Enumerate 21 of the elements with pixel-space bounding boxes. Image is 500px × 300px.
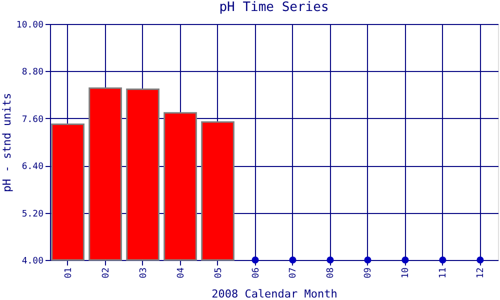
x-tick-label: 10 — [401, 268, 412, 278]
x-tick-label: 02 — [101, 268, 112, 278]
x-tick-label: 05 — [214, 268, 224, 278]
x-tick-label: 03 — [138, 268, 149, 278]
x-tick-label: 07 — [288, 268, 299, 278]
x-tick-label: 01 — [64, 268, 74, 278]
y-axis-title: pH - stnd units — [0, 92, 14, 192]
chart-title: pH Time Series — [219, 0, 329, 15]
x-axis-title: 2008 Calendar Month — [212, 287, 338, 300]
x-tick-label: 04 — [176, 268, 186, 278]
y-tick-label: 7.60 — [22, 114, 44, 125]
y-tick-label: 8.80 — [22, 68, 44, 78]
y-tick-label: 5.20 — [22, 209, 44, 220]
x-tick-label: 06 — [251, 268, 262, 278]
y-tick-label: 6.40 — [22, 162, 44, 172]
x-tick-label: 09 — [364, 268, 374, 278]
x-tick-label: 08 — [326, 268, 336, 278]
y-tick-label: 4.00 — [22, 256, 44, 266]
x-tick-label: 12 — [476, 268, 486, 278]
y-tick-label: 10.00 — [16, 20, 44, 30]
x-tick-label: 11 — [438, 268, 449, 278]
